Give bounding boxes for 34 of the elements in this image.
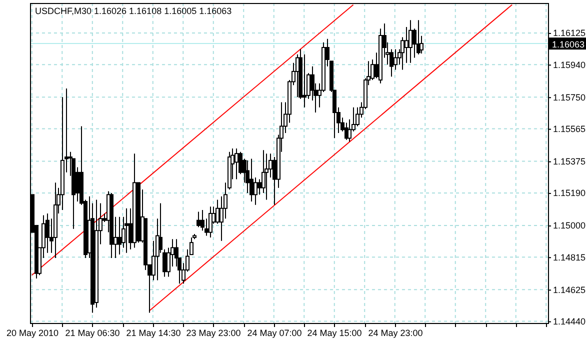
candlestick	[254, 177, 258, 206]
x-tick-label: 20 May 2010	[6, 328, 59, 338]
y-tick-label: 1.14440	[553, 316, 586, 326]
x-tick-label: 23 May 23:00	[186, 328, 241, 338]
candlestick	[118, 216, 122, 256]
y-tick-label: 1.15565	[553, 124, 586, 134]
candlestick	[264, 153, 268, 200]
y-tick-label: 1.15940	[553, 60, 586, 70]
candlestick	[174, 238, 178, 268]
ref-line-label: 1.16063	[552, 40, 585, 50]
y-tick-label: 1.14625	[553, 284, 586, 295]
y-tick-label: 1.15190	[553, 188, 586, 198]
candlestick	[208, 206, 212, 238]
candlestick	[124, 208, 128, 254]
x-tick-label: 24 May 15:00	[307, 328, 362, 338]
y-tick-label: 1.15750	[553, 92, 586, 102]
candlestick	[234, 148, 238, 180]
candlestick	[200, 210, 204, 232]
candlestick	[408, 20, 412, 64]
x-tick-label: 24 May 07:00	[247, 328, 302, 338]
candlestick	[250, 158, 254, 202]
candlestick	[196, 211, 200, 228]
candlestick	[394, 48, 398, 70]
chart-title: USDCHF,M30 1.16026 1.16108 1.16005 1.16063	[35, 6, 232, 16]
candlestick	[302, 54, 306, 108]
x-tick-label: 21 May 06:30	[65, 328, 120, 338]
x-tick-label: 21 May 14:30	[126, 328, 181, 338]
candlestick	[404, 26, 408, 64]
y-tick-label: 1.14815	[553, 252, 586, 262]
y-tick-label: 1.15000	[553, 220, 586, 231]
x-tick-label: 24 May 23:00	[368, 328, 423, 338]
candlestick	[216, 199, 220, 224]
y-tick-label: 1.16125	[553, 28, 586, 38]
y-tick-label: 1.15375	[553, 156, 586, 166]
